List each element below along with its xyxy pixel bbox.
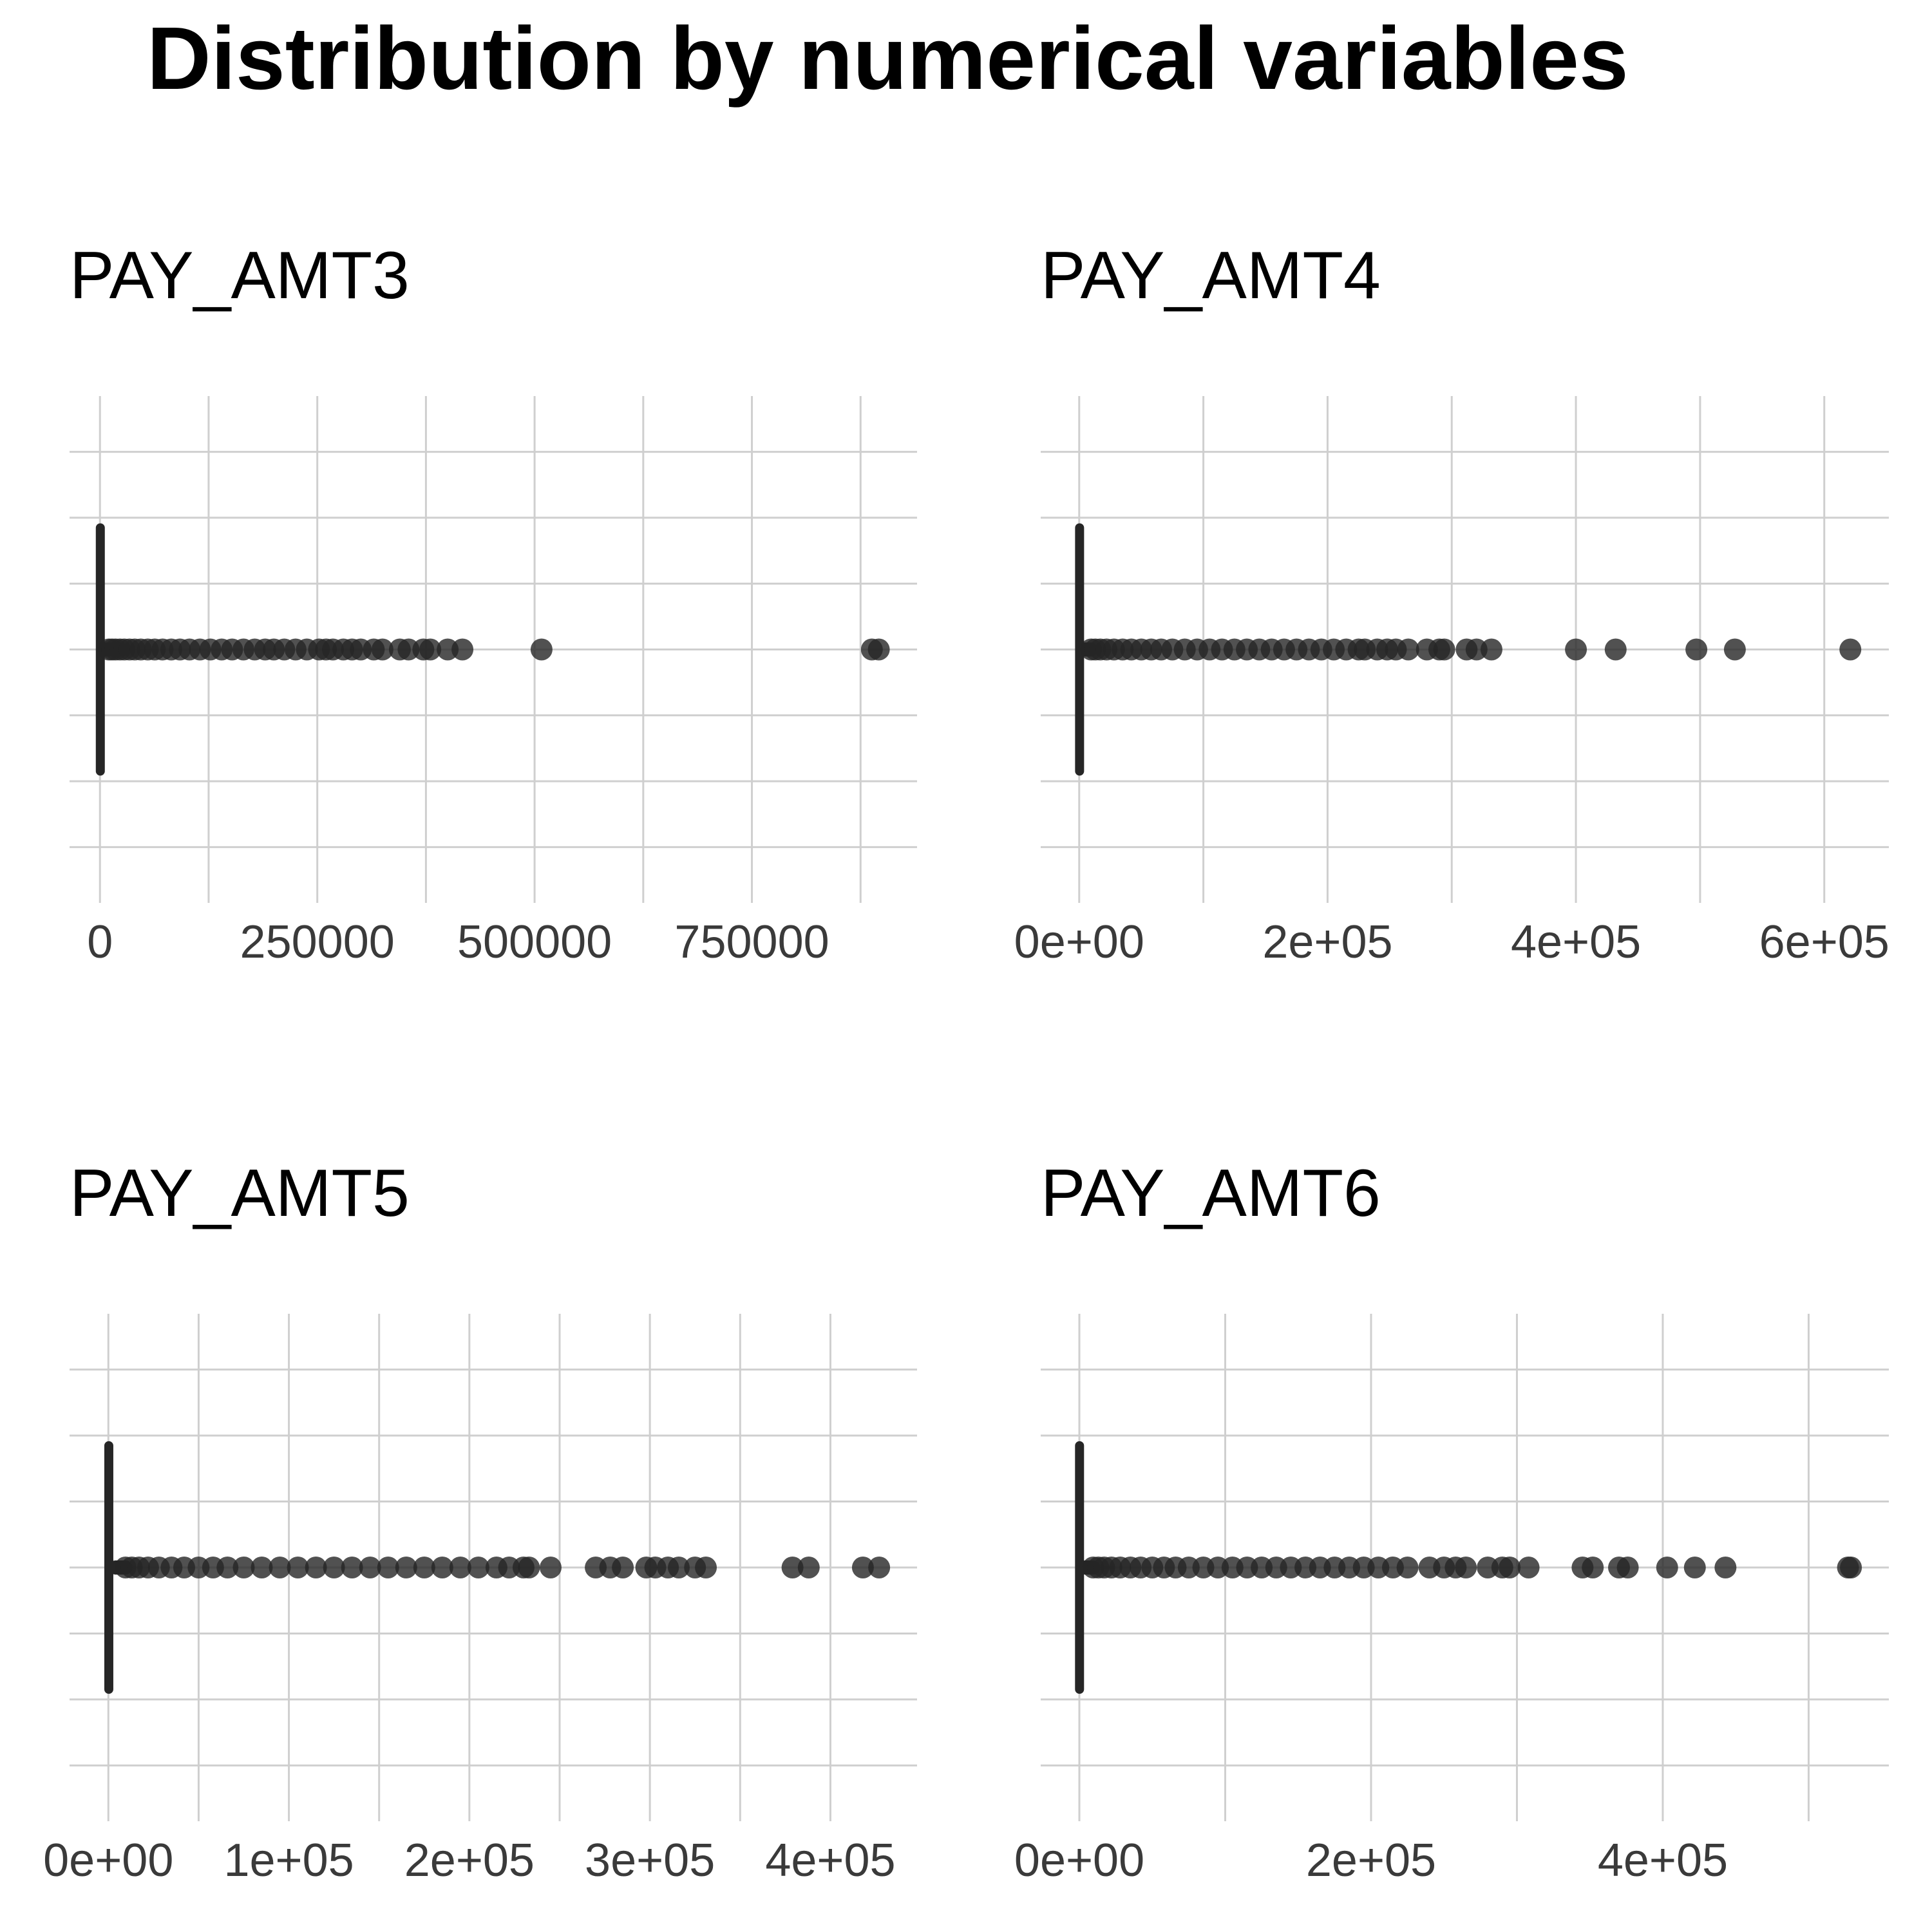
outlier-point bbox=[1656, 1557, 1678, 1578]
outlier-point bbox=[1683, 1557, 1706, 1578]
x-axis-ticks: 0e+00 2e+05 4e+05 6e+05 bbox=[1014, 916, 1889, 968]
outlier-point bbox=[431, 1557, 453, 1578]
x-tick-label: 2e+05 bbox=[404, 1835, 535, 1886]
x-tick-label: 250000 bbox=[240, 916, 395, 968]
x-tick-label: 3e+05 bbox=[585, 1835, 715, 1886]
outlier-point bbox=[419, 638, 442, 661]
outlier-point bbox=[612, 1557, 634, 1578]
outlier-point bbox=[359, 1557, 381, 1578]
x-tick-label: 4e+05 bbox=[1598, 1835, 1728, 1886]
x-axis-ticks: 0 250000 500000 750000 bbox=[87, 916, 829, 968]
outlier-point bbox=[797, 1557, 820, 1578]
outlier-point bbox=[518, 1557, 540, 1578]
outlier-point bbox=[269, 1557, 291, 1578]
outlier-point bbox=[868, 1557, 891, 1578]
outlier-point bbox=[323, 1557, 345, 1578]
panel-title: PAY_AMT5 bbox=[70, 1156, 410, 1231]
outlier-point bbox=[1517, 1557, 1540, 1578]
x-tick-label: 0e+00 bbox=[1014, 1835, 1144, 1886]
outlier-point bbox=[451, 638, 474, 661]
outlier-point bbox=[1565, 638, 1587, 661]
outlier-points bbox=[1080, 638, 1862, 661]
x-tick-label: 1e+05 bbox=[223, 1835, 354, 1886]
outlier-point bbox=[1723, 638, 1746, 661]
x-tick-label: 0e+00 bbox=[1014, 916, 1144, 968]
outlier-point bbox=[395, 1557, 417, 1578]
x-tick-label: 4e+05 bbox=[765, 1835, 895, 1886]
panel-title: PAY_AMT4 bbox=[1041, 238, 1381, 313]
panel-pay-amt4: PAY_AMT4 0e+00 2e+05 4e+05 6e+05 bbox=[1014, 238, 1889, 968]
outlier-point bbox=[695, 1557, 717, 1578]
panel-title: PAY_AMT6 bbox=[1041, 1156, 1381, 1231]
outlier-point bbox=[413, 1557, 435, 1578]
outlier-point bbox=[1499, 1557, 1521, 1578]
x-tick-label: 2e+05 bbox=[1262, 916, 1392, 968]
outlier-point bbox=[668, 1557, 690, 1578]
x-tick-label: 4e+05 bbox=[1511, 916, 1641, 968]
outlier-point bbox=[530, 638, 553, 661]
outlier-point bbox=[1839, 638, 1862, 661]
x-tick-label: 0e+00 bbox=[43, 1835, 173, 1886]
outlier-point bbox=[467, 1557, 489, 1578]
chart-title: Distribution by numerical variables bbox=[147, 9, 1629, 108]
panel-pay-amt5: PAY_AMT5 0e+00 1e+05 2e+05 3e+05 4e+05 bbox=[43, 1156, 917, 1886]
outlier-point bbox=[1455, 1557, 1477, 1578]
outlier-point bbox=[539, 1557, 562, 1578]
panel-pay-amt6: PAY_AMT6 0e+00 2e+05 4e+05 bbox=[1014, 1156, 1889, 1886]
outlier-point bbox=[449, 1557, 471, 1578]
outlier-point bbox=[1685, 638, 1708, 661]
x-tick-label: 2e+05 bbox=[1306, 1835, 1436, 1886]
x-axis-ticks: 0e+00 1e+05 2e+05 3e+05 4e+05 bbox=[43, 1835, 895, 1886]
outlier-point bbox=[1582, 1557, 1604, 1578]
x-tick-label: 0 bbox=[87, 916, 113, 968]
outlier-point bbox=[1616, 1557, 1639, 1578]
x-tick-label: 6e+05 bbox=[1759, 916, 1889, 968]
outlier-point bbox=[371, 638, 393, 661]
outlier-point bbox=[781, 1557, 804, 1578]
outlier-point bbox=[232, 1557, 255, 1578]
outlier-point bbox=[251, 1557, 273, 1578]
x-tick-label: 750000 bbox=[674, 916, 829, 968]
panel-grid bbox=[1041, 396, 1889, 903]
panel-grid bbox=[70, 396, 917, 903]
outlier-point bbox=[1396, 1557, 1419, 1578]
panel-title: PAY_AMT3 bbox=[70, 238, 410, 313]
x-tick-label: 500000 bbox=[457, 916, 612, 968]
outlier-point bbox=[305, 1557, 327, 1578]
outlier-points bbox=[1082, 1557, 1862, 1578]
outlier-point bbox=[216, 1557, 239, 1578]
outlier-point bbox=[1480, 638, 1502, 661]
outlier-point bbox=[1397, 638, 1419, 661]
panel-pay-amt3: PAY_AMT3 0 250000 500000 750000 bbox=[70, 238, 917, 968]
outlier-point bbox=[1840, 1557, 1862, 1578]
outlier-point bbox=[341, 1557, 363, 1578]
outlier-points bbox=[98, 638, 890, 661]
outlier-point bbox=[377, 1557, 399, 1578]
outlier-point bbox=[1714, 1557, 1737, 1578]
x-axis-ticks: 0e+00 2e+05 4e+05 bbox=[1014, 1835, 1728, 1886]
outlier-point bbox=[851, 1557, 874, 1578]
outlier-point bbox=[1433, 638, 1455, 661]
outlier-point bbox=[287, 1557, 309, 1578]
outlier-point bbox=[1604, 638, 1627, 661]
outlier-point bbox=[867, 638, 890, 661]
outlier-points bbox=[114, 1557, 891, 1578]
